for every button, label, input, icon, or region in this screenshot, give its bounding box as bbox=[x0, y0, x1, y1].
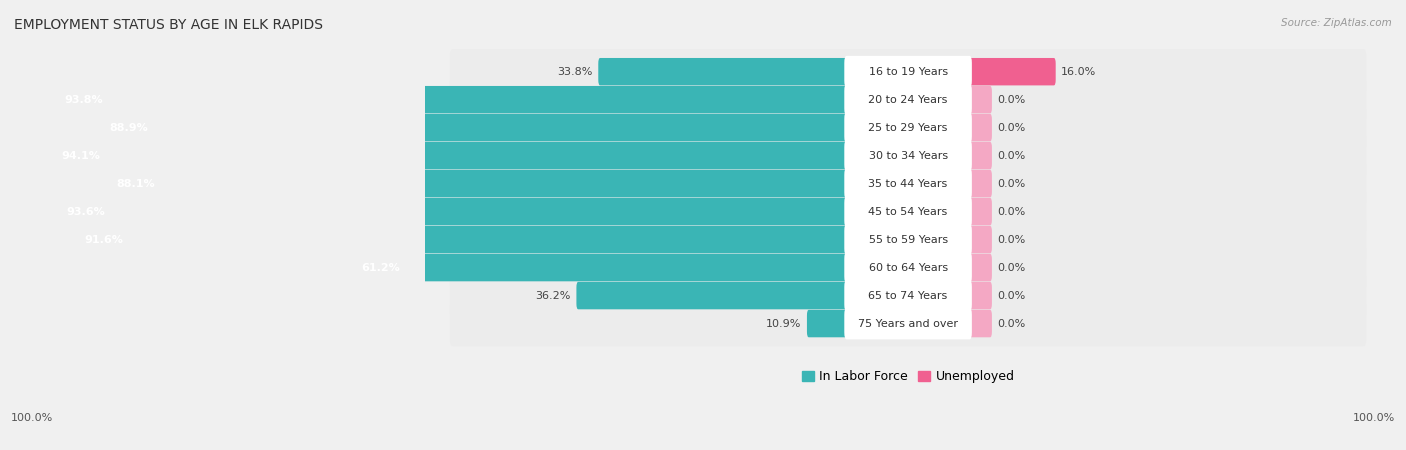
Text: 60 to 64 Years: 60 to 64 Years bbox=[869, 263, 948, 273]
Text: 0.0%: 0.0% bbox=[997, 234, 1025, 245]
FancyBboxPatch shape bbox=[907, 142, 991, 169]
FancyBboxPatch shape bbox=[450, 273, 1367, 318]
FancyBboxPatch shape bbox=[450, 217, 1367, 262]
FancyBboxPatch shape bbox=[450, 189, 1367, 234]
FancyBboxPatch shape bbox=[844, 196, 972, 227]
FancyBboxPatch shape bbox=[450, 105, 1367, 150]
Text: 100.0%: 100.0% bbox=[11, 413, 53, 423]
Text: 91.6%: 91.6% bbox=[84, 234, 124, 245]
Text: 55 to 59 Years: 55 to 59 Years bbox=[869, 234, 948, 245]
Text: Source: ZipAtlas.com: Source: ZipAtlas.com bbox=[1281, 18, 1392, 28]
Text: 36.2%: 36.2% bbox=[536, 291, 571, 301]
FancyBboxPatch shape bbox=[96, 114, 910, 141]
FancyBboxPatch shape bbox=[349, 254, 910, 281]
Text: 33.8%: 33.8% bbox=[557, 67, 593, 76]
FancyBboxPatch shape bbox=[907, 114, 991, 141]
FancyBboxPatch shape bbox=[450, 161, 1367, 206]
FancyBboxPatch shape bbox=[599, 58, 910, 86]
Legend: In Labor Force, Unemployed: In Labor Force, Unemployed bbox=[797, 365, 1019, 388]
FancyBboxPatch shape bbox=[907, 86, 991, 113]
FancyBboxPatch shape bbox=[907, 198, 991, 225]
Text: 45 to 54 Years: 45 to 54 Years bbox=[869, 207, 948, 216]
Text: 0.0%: 0.0% bbox=[997, 179, 1025, 189]
Text: 93.8%: 93.8% bbox=[65, 94, 103, 105]
Text: 0.0%: 0.0% bbox=[997, 123, 1025, 133]
FancyBboxPatch shape bbox=[49, 142, 910, 169]
FancyBboxPatch shape bbox=[907, 58, 1056, 86]
FancyBboxPatch shape bbox=[844, 112, 972, 144]
FancyBboxPatch shape bbox=[72, 226, 910, 253]
FancyBboxPatch shape bbox=[450, 49, 1367, 94]
Text: 100.0%: 100.0% bbox=[1353, 413, 1395, 423]
Text: 94.1%: 94.1% bbox=[62, 151, 100, 161]
Text: 93.6%: 93.6% bbox=[66, 207, 105, 216]
FancyBboxPatch shape bbox=[844, 84, 972, 116]
FancyBboxPatch shape bbox=[907, 310, 991, 338]
Text: 75 Years and over: 75 Years and over bbox=[858, 319, 957, 328]
Text: 0.0%: 0.0% bbox=[997, 207, 1025, 216]
Text: 61.2%: 61.2% bbox=[361, 263, 401, 273]
Text: 0.0%: 0.0% bbox=[997, 291, 1025, 301]
FancyBboxPatch shape bbox=[53, 198, 910, 225]
FancyBboxPatch shape bbox=[450, 133, 1367, 178]
FancyBboxPatch shape bbox=[844, 308, 972, 339]
FancyBboxPatch shape bbox=[907, 226, 991, 253]
FancyBboxPatch shape bbox=[844, 56, 972, 87]
Text: 0.0%: 0.0% bbox=[997, 319, 1025, 328]
Text: 16.0%: 16.0% bbox=[1062, 67, 1097, 76]
FancyBboxPatch shape bbox=[450, 301, 1367, 346]
Text: 0.0%: 0.0% bbox=[997, 263, 1025, 273]
FancyBboxPatch shape bbox=[844, 168, 972, 199]
FancyBboxPatch shape bbox=[450, 77, 1367, 122]
Text: 88.9%: 88.9% bbox=[110, 123, 148, 133]
FancyBboxPatch shape bbox=[104, 170, 910, 198]
Text: 0.0%: 0.0% bbox=[997, 94, 1025, 105]
FancyBboxPatch shape bbox=[844, 280, 972, 311]
Text: 25 to 29 Years: 25 to 29 Years bbox=[869, 123, 948, 133]
Text: 65 to 74 Years: 65 to 74 Years bbox=[869, 291, 948, 301]
Text: 0.0%: 0.0% bbox=[997, 151, 1025, 161]
FancyBboxPatch shape bbox=[52, 86, 910, 113]
FancyBboxPatch shape bbox=[907, 170, 991, 198]
FancyBboxPatch shape bbox=[907, 282, 991, 309]
Text: 88.1%: 88.1% bbox=[117, 179, 155, 189]
FancyBboxPatch shape bbox=[450, 245, 1367, 290]
Text: 10.9%: 10.9% bbox=[766, 319, 801, 328]
Text: 35 to 44 Years: 35 to 44 Years bbox=[869, 179, 948, 189]
Text: EMPLOYMENT STATUS BY AGE IN ELK RAPIDS: EMPLOYMENT STATUS BY AGE IN ELK RAPIDS bbox=[14, 18, 323, 32]
FancyBboxPatch shape bbox=[844, 140, 972, 171]
FancyBboxPatch shape bbox=[576, 282, 910, 309]
FancyBboxPatch shape bbox=[844, 252, 972, 284]
FancyBboxPatch shape bbox=[807, 310, 910, 338]
FancyBboxPatch shape bbox=[844, 224, 972, 256]
FancyBboxPatch shape bbox=[907, 254, 991, 281]
Text: 30 to 34 Years: 30 to 34 Years bbox=[869, 151, 948, 161]
Text: 20 to 24 Years: 20 to 24 Years bbox=[869, 94, 948, 105]
Text: 16 to 19 Years: 16 to 19 Years bbox=[869, 67, 948, 76]
